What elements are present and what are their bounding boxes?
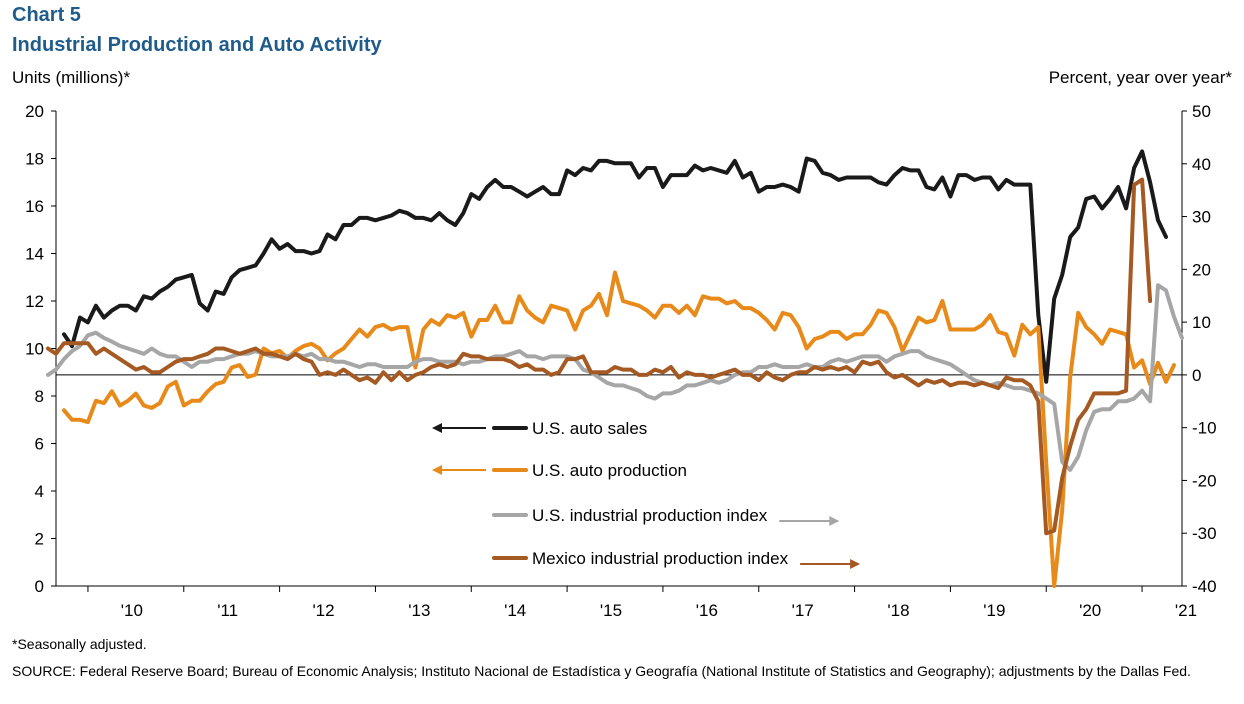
right-axis-label: Percent, year over year* (1048, 68, 1232, 87)
x-tick-label: '20 (1079, 601, 1101, 620)
x-tick-label: '21 (1175, 601, 1197, 620)
series-lines (46, 149, 1184, 588)
left-axis-label: Units (millions)* (12, 68, 131, 87)
right-tick-label: -30 (1192, 524, 1217, 543)
right-tick-label: 10 (1192, 313, 1211, 332)
arrow-left-icon (432, 465, 442, 475)
left-tick-label: 12 (25, 292, 44, 311)
left-tick-label: 16 (25, 197, 44, 216)
chart-title: Chart 5 (12, 4, 81, 26)
right-tick-label: 30 (1192, 208, 1211, 227)
axes: 0 2 4 6 8 10 12 14 16 18 20 -40 -30 -20 -10 0 10 20 30 40 50… (25, 102, 1217, 620)
x-tick-label: '15 (600, 601, 622, 620)
chart-subtitle: Industrial Production and Auto Activity (12, 34, 382, 56)
legend-item-u-s-industrial-production-index: U.S. industrial production index (492, 506, 840, 526)
x-tick-label: '14 (504, 601, 526, 620)
legend-label: U.S. auto sales (532, 419, 647, 438)
left-tick-label: 6 (35, 435, 44, 454)
series-line-u-s-auto-production (62, 270, 1176, 588)
right-tick-label: -20 (1192, 471, 1217, 490)
x-tick-label: '17 (792, 601, 814, 620)
left-tick-label: 10 (25, 340, 44, 359)
legend: U.S. auto sales U.S. auto production U.S. … (432, 419, 861, 569)
left-tick-label: 14 (25, 245, 44, 264)
legend-item-mexico-industrial-production-index: Mexico industrial production index (492, 549, 861, 569)
x-tick-label: '19 (983, 601, 1005, 620)
left-tick-label: 8 (35, 387, 44, 406)
right-tick-label: 0 (1192, 366, 1201, 385)
right-tick-label: -10 (1192, 419, 1217, 438)
arrow-right-icon (829, 516, 840, 526)
legend-item-u-s-auto-sales: U.S. auto sales (432, 419, 647, 438)
left-tick-label: 4 (35, 482, 44, 501)
arrow-left-icon (432, 423, 442, 433)
left-tick-label: 20 (25, 102, 44, 121)
left-tick-label: 2 (35, 530, 44, 549)
x-tick-label: '18 (887, 601, 909, 620)
legend-label: U.S. auto production (532, 461, 687, 480)
x-tick-label: '16 (696, 601, 718, 620)
source-note: SOURCE: Federal Reserve Board; Bureau of… (12, 663, 1191, 679)
x-tick-label: '10 (121, 601, 143, 620)
x-tick-label: '11 (217, 601, 238, 620)
right-tick-label: 40 (1192, 155, 1211, 174)
left-tick-label: 18 (25, 150, 44, 169)
right-tick-label: -40 (1192, 577, 1217, 596)
legend-label: Mexico industrial production index (532, 549, 789, 568)
footnote: *Seasonally adjusted. (12, 636, 147, 652)
arrow-right-icon (850, 559, 861, 569)
x-tick-label: '13 (408, 601, 430, 620)
legend-item-u-s-auto-production: U.S. auto production (432, 461, 687, 480)
left-tick-label: 0 (35, 577, 44, 596)
series-line-u-s-auto-sales (62, 149, 1168, 384)
legend-label: U.S. industrial production index (532, 506, 768, 525)
series-line-mexico-industrial-production-index (46, 177, 1153, 536)
right-tick-label: 20 (1192, 260, 1211, 279)
right-tick-label: 50 (1192, 102, 1211, 121)
x-tick-label: '12 (312, 601, 334, 620)
